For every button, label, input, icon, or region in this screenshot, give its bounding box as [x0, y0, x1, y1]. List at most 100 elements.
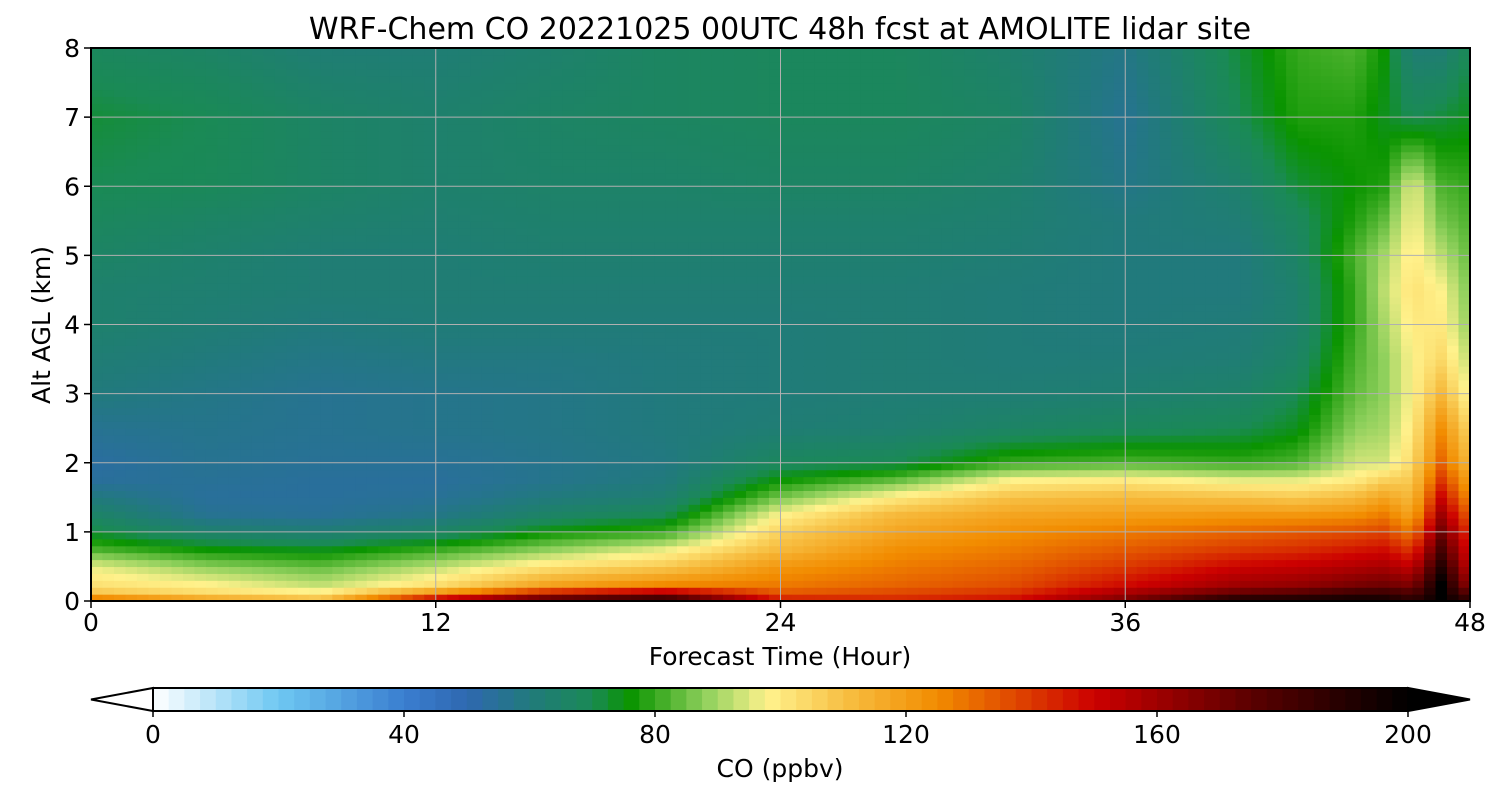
heatmap-cell	[366, 504, 379, 512]
heatmap-cell	[562, 276, 575, 284]
heatmap-cell	[700, 407, 713, 415]
heatmap-cell	[102, 379, 115, 388]
heatmap-cell	[182, 75, 196, 84]
heatmap-cell	[355, 580, 368, 588]
heatmap-cell	[102, 365, 115, 374]
heatmap-cell	[240, 179, 253, 187]
heatmap-cell	[263, 497, 276, 505]
heatmap-cell	[757, 331, 770, 339]
heatmap-cell	[424, 241, 437, 250]
heatmap-cell	[700, 296, 713, 305]
heatmap-cell	[194, 75, 207, 84]
heatmap-cell	[251, 324, 264, 333]
heatmap-cell	[493, 200, 506, 208]
heatmap-cell	[366, 407, 379, 415]
heatmap-cell	[596, 296, 609, 305]
heatmap-cell	[757, 545, 770, 554]
heatmap-cell	[700, 310, 713, 319]
heatmap-cell	[113, 227, 127, 236]
heatmap-cell	[217, 234, 230, 243]
heatmap-cell	[309, 545, 322, 554]
heatmap-cell	[550, 580, 563, 588]
heatmap-cell	[688, 379, 701, 388]
heatmap-cell	[320, 338, 333, 346]
heatmap-cell	[447, 490, 460, 498]
heatmap-cell	[688, 124, 701, 132]
heatmap-cell	[389, 317, 402, 326]
heatmap-cell	[677, 414, 690, 422]
heatmap-cell	[343, 186, 356, 194]
heatmap-cell	[654, 531, 667, 540]
heatmap-cell	[113, 75, 127, 84]
heatmap-cell	[734, 552, 747, 561]
heatmap-cell	[102, 587, 115, 595]
heatmap-cell	[539, 172, 552, 180]
heatmap-cell	[240, 462, 253, 471]
heatmap-cell	[631, 545, 644, 554]
heatmap-cell	[297, 317, 310, 326]
heatmap-cell	[297, 531, 310, 540]
heatmap-cell	[435, 531, 448, 540]
heatmap-cell	[608, 469, 621, 478]
heatmap-cell	[780, 414, 793, 422]
heatmap-cell	[539, 130, 552, 139]
heatmap-cell	[711, 61, 724, 70]
heatmap-cell	[389, 594, 402, 601]
heatmap-cell	[493, 345, 506, 353]
heatmap-cell	[389, 255, 402, 263]
heatmap-cell	[458, 255, 471, 263]
heatmap-cell	[309, 303, 322, 312]
heatmap-cell	[734, 303, 747, 312]
heatmap-cell	[378, 289, 391, 298]
heatmap-cell	[435, 54, 448, 63]
heatmap-cell	[562, 137, 575, 146]
heatmap-cell	[447, 158, 460, 167]
heatmap-cell	[447, 144, 460, 153]
heatmap-cell	[723, 476, 736, 485]
heatmap-cell	[527, 552, 540, 561]
heatmap-cell	[274, 511, 287, 519]
heatmap-cell	[769, 483, 782, 491]
heatmap-cell	[504, 144, 517, 153]
heatmap-cell	[378, 110, 391, 118]
heatmap-cell	[159, 435, 173, 443]
heatmap-cell	[700, 248, 713, 256]
heatmap-cell	[366, 587, 379, 595]
heatmap-cell	[136, 359, 150, 367]
heatmap-cell	[102, 165, 115, 174]
heatmap-cell	[401, 227, 414, 236]
heatmap-cell	[665, 386, 678, 395]
heatmap-cell	[757, 283, 770, 291]
heatmap-cell	[159, 317, 173, 326]
heatmap-cell	[171, 117, 184, 125]
heatmap-cell	[251, 310, 264, 319]
heatmap-cell	[619, 414, 632, 422]
heatmap-cell	[366, 54, 379, 63]
heatmap-cell	[539, 213, 552, 222]
heatmap-cell	[228, 587, 241, 595]
heatmap-cell	[424, 89, 437, 97]
heatmap-cell	[539, 144, 552, 153]
heatmap-cell	[470, 580, 483, 588]
heatmap-cell	[148, 594, 161, 601]
heatmap-cell	[734, 68, 747, 77]
heatmap-cell	[251, 172, 264, 180]
heatmap-cell	[217, 462, 230, 471]
heatmap-cell	[435, 365, 448, 374]
heatmap-cell	[286, 538, 299, 547]
heatmap-cell	[562, 296, 575, 305]
heatmap-cell	[366, 151, 379, 160]
heatmap-cell	[182, 193, 196, 201]
heatmap-cell	[401, 289, 414, 298]
heatmap-cell	[113, 269, 127, 277]
heatmap-cell	[619, 61, 632, 70]
heatmap-cell	[677, 262, 690, 270]
heatmap-cell	[378, 338, 391, 346]
heatmap-cell	[596, 61, 609, 70]
heatmap-cell	[746, 289, 759, 298]
heatmap-cell	[493, 552, 506, 561]
heatmap-cell	[746, 580, 759, 588]
heatmap-cell	[550, 68, 563, 77]
heatmap-cell	[723, 490, 736, 498]
heatmap-cell	[286, 227, 299, 236]
